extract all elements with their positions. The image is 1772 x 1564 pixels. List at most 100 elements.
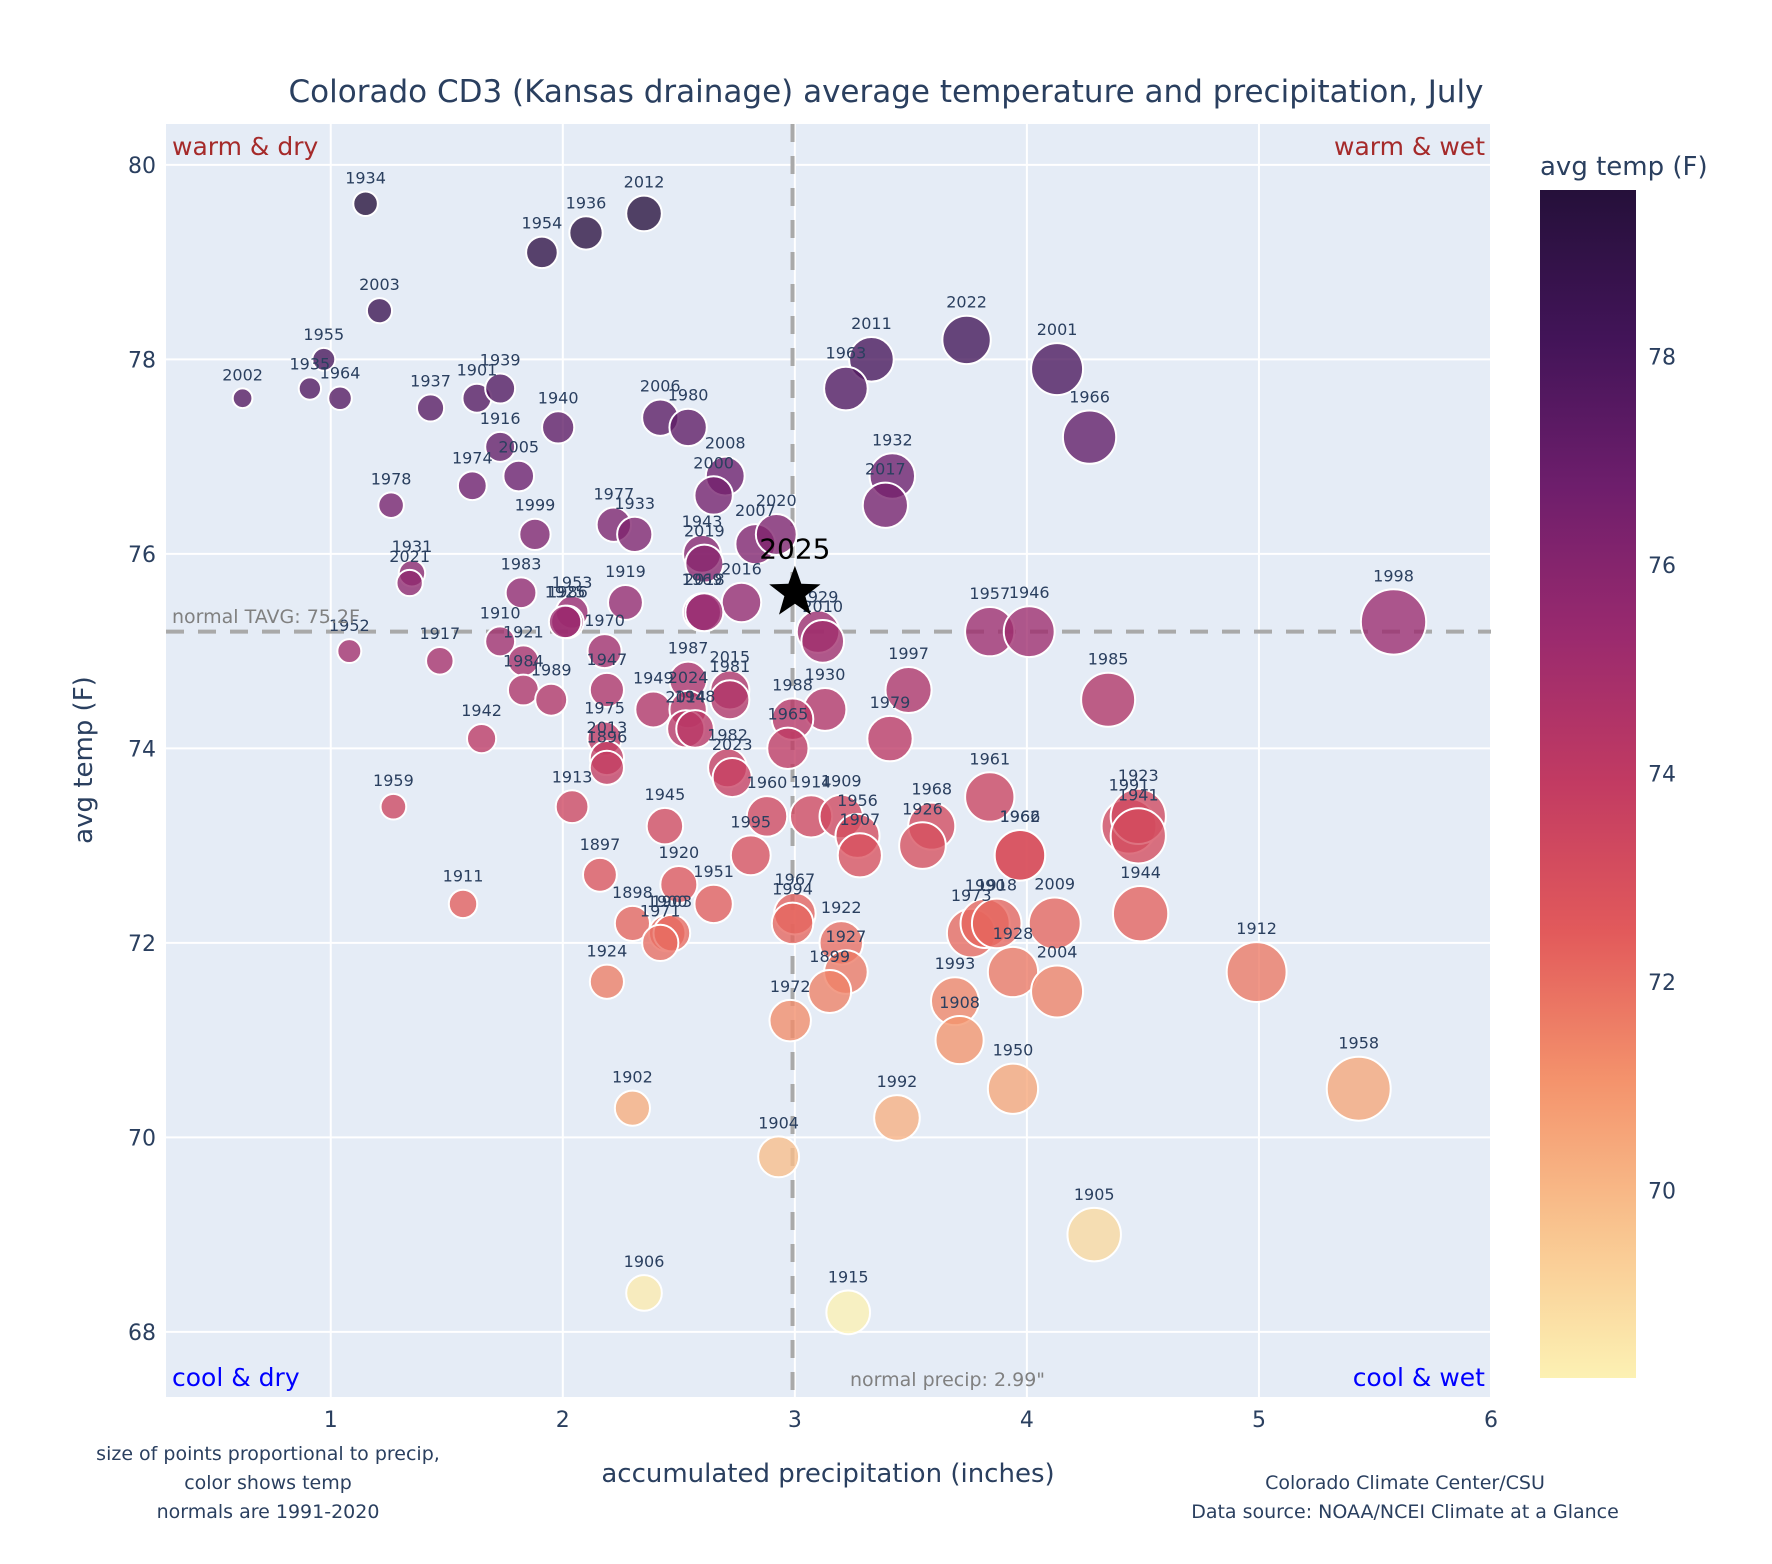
data-point: [823, 365, 869, 412]
y-tick-label: 74: [128, 737, 156, 762]
point-label: 1920: [658, 843, 699, 862]
normal-lines: [166, 124, 1491, 1397]
data-point: [986, 1062, 1040, 1115]
normal-precip-label: normal precip: 2.99": [850, 1369, 1045, 1391]
point-label: 1991: [1109, 776, 1150, 795]
data-point: [625, 194, 663, 233]
axis-ticks: 1 2 3 4 5 6 68 70 72 74 76 78 80: [128, 154, 1498, 1433]
data-point: [807, 968, 853, 1014]
data-point: [1225, 941, 1288, 1003]
data-point: [588, 963, 625, 1000]
data-point: [616, 515, 654, 554]
data-point: [1325, 1055, 1392, 1122]
data-point: [377, 491, 405, 520]
data-point: [1061, 409, 1118, 465]
point-label: 1981: [710, 657, 751, 676]
data-point: [964, 771, 1016, 823]
point-label: 1906: [624, 1252, 665, 1271]
point-label: 1946: [1009, 583, 1050, 602]
point-label: 1959: [373, 771, 414, 790]
point-label: 1957: [969, 584, 1010, 603]
point-label: 2008: [705, 434, 746, 453]
point-label: 1927: [826, 927, 867, 946]
data-point: [518, 517, 552, 552]
point-label: 1988: [772, 675, 813, 694]
point-label: 1973: [951, 886, 992, 905]
point-label: 1998: [1373, 566, 1414, 585]
data-point: [675, 709, 715, 749]
point-label: 2011: [851, 314, 892, 333]
data-point: [297, 376, 323, 401]
data-point: [484, 372, 517, 405]
point-label: 1922: [821, 898, 862, 917]
point-label: 1960: [747, 773, 788, 792]
x-tick-label: 3: [788, 1408, 802, 1433]
data-point: [766, 726, 810, 771]
normal-tavg-label: normal TAVG: 75.2F: [172, 606, 360, 628]
point-label: 1986: [547, 583, 588, 602]
point-label: 1909: [821, 772, 862, 791]
point-label: 1921: [503, 622, 544, 641]
data-point: [588, 671, 625, 709]
data-point: [625, 1274, 663, 1312]
point-label: 1975: [584, 699, 625, 718]
footnote-left: size of points proportional to precip, c…: [96, 1443, 440, 1523]
data-point: [720, 581, 763, 624]
point-label: 1983: [501, 554, 542, 573]
point-label: 1925: [545, 583, 586, 602]
point-label: 1985: [1088, 650, 1129, 669]
quadrant-label-cool-dry: cool & dry: [172, 1363, 300, 1392]
point-label: 1924: [587, 942, 628, 961]
point-label: 1945: [645, 785, 686, 804]
data-point: [993, 829, 1047, 882]
data-point: [825, 1289, 872, 1336]
point-label: 1911: [443, 867, 484, 886]
data-point: [231, 387, 254, 410]
footnote-line: color shows temp: [184, 1472, 352, 1494]
data-point: [504, 576, 538, 610]
data-point: [659, 864, 699, 904]
point-label: 1905: [1074, 1185, 1115, 1204]
point-label: 1951: [693, 862, 734, 881]
data-point: [1111, 885, 1170, 943]
footnote-line: normals are 1991-2020: [157, 1501, 380, 1523]
data-point: [1030, 964, 1085, 1019]
data-point: [465, 723, 498, 755]
point-label: 2022: [946, 293, 987, 312]
point-label: 1958: [1338, 1034, 1379, 1053]
data-point: [379, 792, 408, 821]
x-tick-label: 2: [556, 1408, 570, 1433]
point-label: 1901: [457, 361, 498, 380]
data-point: [684, 543, 725, 584]
data-point: [745, 795, 789, 838]
quadrant-label-cool-wet: cool & wet: [1353, 1363, 1485, 1392]
y-tick-label: 70: [128, 1126, 156, 1151]
point-label: 1977: [593, 484, 634, 503]
data-point: [484, 430, 517, 463]
data-point: [754, 512, 798, 556]
data-point: [986, 945, 1040, 999]
colorbar-ticks: 70 72 74 76 78: [1648, 346, 1676, 1205]
data-point: [547, 604, 583, 640]
point-label: 1947: [587, 650, 628, 669]
data-point: [1109, 807, 1167, 865]
data-point: [327, 385, 353, 412]
point-label: 2001: [1037, 320, 1078, 339]
data-point: [668, 407, 708, 448]
point-label: 1989: [531, 661, 572, 680]
colorbar-tick-label: 78: [1648, 346, 1676, 371]
point-label: 1933: [614, 494, 655, 513]
point-label: 1969: [682, 570, 723, 589]
point-label: 1962: [1000, 807, 1041, 826]
data-point: [352, 190, 379, 218]
data-point: [568, 215, 604, 251]
point-label: 1907: [839, 810, 880, 829]
data-point: [1027, 896, 1082, 951]
data-point: [586, 633, 623, 670]
point-label: 1999: [515, 496, 556, 515]
point-label: 1923: [1118, 766, 1159, 785]
data-point: [484, 625, 517, 658]
data-point: [1002, 605, 1056, 659]
data-point: [554, 789, 590, 825]
data-point: [866, 714, 914, 763]
